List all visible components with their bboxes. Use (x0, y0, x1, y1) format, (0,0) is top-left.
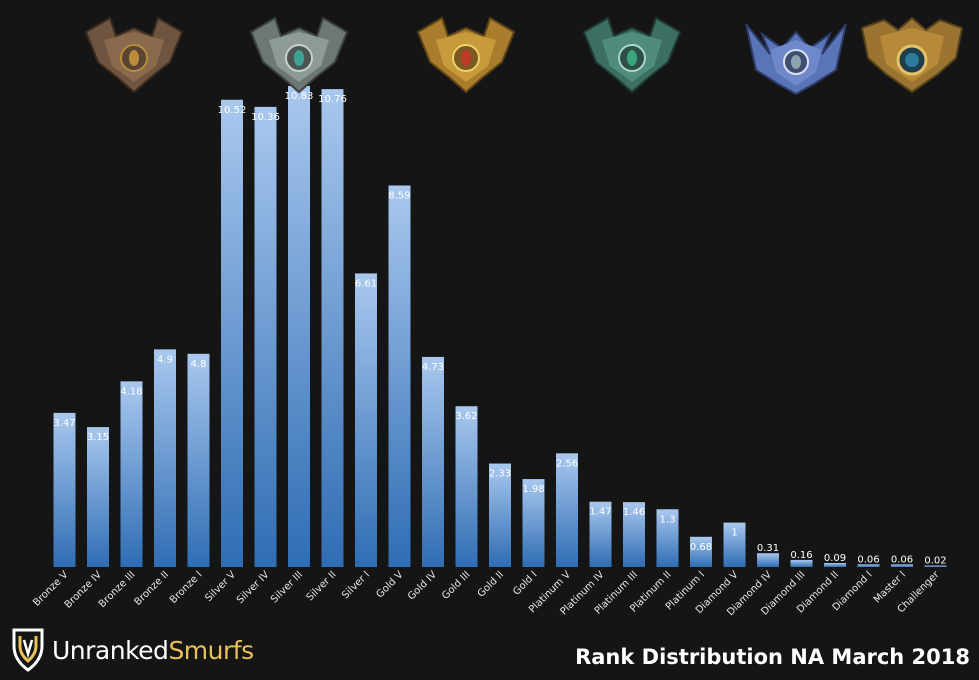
value-label: 4.8 (191, 359, 207, 370)
diamond-emblem-icon (745, 23, 847, 96)
x-tick-label: Bronze III (97, 569, 138, 610)
x-tick-label: Silver II (305, 569, 339, 603)
bar-bronze-iii (120, 381, 143, 567)
bar-gold-ii (489, 463, 511, 567)
x-tick-label: Gold IV (406, 569, 439, 602)
x-tick-label: Silver V (203, 569, 238, 604)
bronze-emblem-icon (84, 16, 184, 94)
bar-challenger (924, 565, 947, 567)
bar-diamond-ii (824, 563, 846, 567)
bar-gold-iii (455, 406, 478, 567)
value-label: 1.47 (589, 507, 611, 518)
value-label: 1 (731, 528, 737, 539)
bar-gold-i (522, 479, 545, 567)
shield-logo-icon (12, 628, 44, 672)
value-label: 10.76 (318, 94, 347, 105)
bar-bronze-v (53, 412, 76, 567)
bar-platinum-i (690, 536, 712, 567)
bar-diamond-iii (790, 559, 813, 567)
value-label: 3.62 (455, 411, 477, 422)
brand-name-part2: Smurfs (168, 635, 254, 665)
silver-emblem-icon (249, 16, 349, 94)
value-label: 4.18 (120, 386, 142, 397)
bar-silver-ii (321, 89, 344, 568)
value-label: 1.98 (522, 484, 544, 495)
x-tick-label: Silver I (340, 569, 372, 601)
bar-diamond-i (857, 564, 880, 567)
value-label: 0.68 (690, 542, 712, 553)
value-label: 2.33 (489, 469, 511, 480)
x-tick-label: Bronze I (168, 569, 205, 606)
platinum-emblem-icon (582, 16, 682, 94)
value-label: 8.59 (388, 190, 410, 201)
x-tick-label: Gold V (374, 569, 405, 600)
bar-platinum-iii (623, 502, 645, 567)
x-tick-label: Gold I (511, 569, 539, 597)
x-tick-label: Gold III (440, 569, 473, 602)
bar-diamond-iv (757, 553, 779, 567)
chart-title: Rank Distribution NA March 2018 (575, 645, 970, 669)
value-label: 0.02 (924, 556, 946, 567)
bar-bronze-i (187, 353, 210, 567)
value-label: 4.73 (422, 362, 444, 373)
value-label: 0.16 (790, 550, 812, 561)
bar-platinum-iv (589, 501, 612, 567)
brand-logo-area: UnrankedSmurfs (10, 628, 254, 672)
x-tick-label: Silver III (269, 569, 305, 605)
value-label: 2.56 (556, 458, 578, 469)
value-label: 0.06 (891, 554, 913, 565)
bar-silver-i (355, 273, 377, 567)
value-label: 4.9 (157, 354, 173, 365)
brand-name: UnrankedSmurfs (52, 636, 254, 665)
value-label: 10.36 (251, 112, 280, 123)
value-label: 0.06 (857, 554, 879, 565)
bar-bronze-ii (154, 349, 176, 567)
value-label: 10.52 (218, 105, 247, 116)
x-tick-label: Silver IV (235, 569, 272, 606)
bar-bronze-iv (87, 427, 109, 567)
value-label: 3.15 (87, 432, 109, 443)
gold-emblem-icon (416, 16, 516, 94)
value-label: 1.3 (660, 514, 676, 525)
bar-master-i (891, 564, 913, 567)
bar-gold-iv (422, 356, 444, 567)
brand-name-part1: Unranked (52, 635, 169, 665)
value-label: 3.47 (53, 418, 75, 429)
bar-silver-iv (254, 106, 277, 567)
bar-silver-iii (288, 86, 310, 567)
value-label: 10.83 (285, 91, 314, 102)
bar-diamond-v (723, 522, 746, 567)
x-tick-label: Gold II (476, 569, 506, 599)
bar-silver-v (221, 99, 243, 567)
bar-platinum-v (556, 453, 578, 567)
master-emblem-icon (860, 16, 964, 94)
bar-platinum-ii (656, 509, 679, 567)
value-label: 0.31 (757, 543, 779, 554)
x-tick-label: Bronze II (132, 569, 171, 608)
bar-gold-v (388, 185, 411, 567)
value-label: 0.09 (824, 553, 846, 564)
value-label: 6.61 (355, 278, 377, 289)
value-label: 1.46 (623, 507, 645, 518)
